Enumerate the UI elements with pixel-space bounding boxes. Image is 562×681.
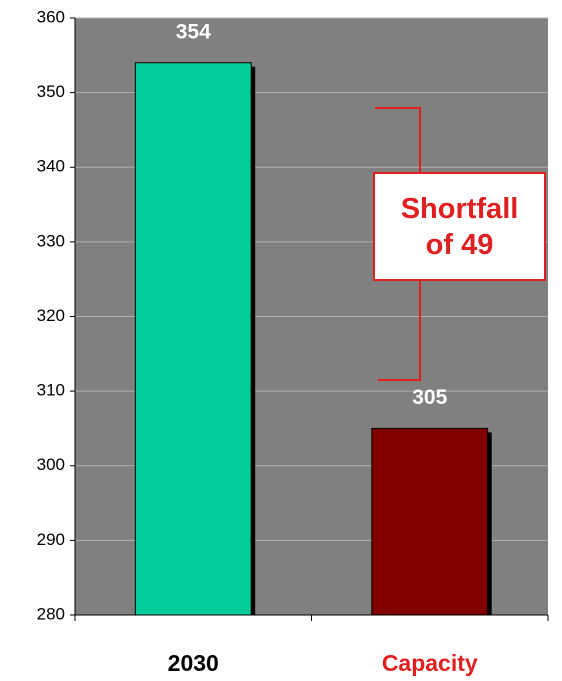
bar bbox=[371, 427, 489, 616]
x-tick-label: 2030 bbox=[168, 650, 219, 676]
data-label: 305 bbox=[412, 386, 447, 409]
data-label: 354 bbox=[176, 20, 211, 43]
x-tick-label: Capacity bbox=[382, 650, 478, 676]
y-tick-label: 290 bbox=[37, 530, 65, 549]
y-tick-label: 280 bbox=[37, 604, 65, 623]
y-tick-label: 300 bbox=[37, 455, 65, 474]
annotation: Shortfall of 49 bbox=[373, 172, 546, 281]
y-tick-label: 330 bbox=[37, 231, 65, 250]
y-tick-label: 360 bbox=[37, 7, 65, 26]
y-tick-label: 320 bbox=[37, 306, 65, 325]
bar bbox=[134, 62, 252, 616]
y-tick-label: 350 bbox=[37, 82, 65, 101]
y-tick-label: 310 bbox=[37, 381, 65, 400]
y-tick-label: 340 bbox=[37, 157, 65, 176]
